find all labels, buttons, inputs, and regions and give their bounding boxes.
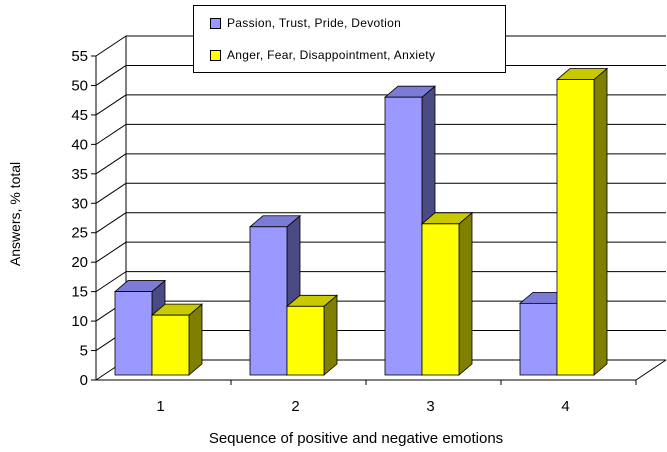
bar-s0-c0 [114, 291, 153, 376]
y-ticks: 0 5 10 15 20 25 30 35 40 45 50 55 [71, 48, 96, 389]
side-wall-line [95, 182, 127, 204]
y-tick-label: 0 [80, 372, 88, 389]
x-tick-label: 3 [426, 398, 434, 415]
y-tick-label: 40 [71, 136, 88, 153]
y-tick-label: 30 [71, 195, 88, 212]
legend-label-negative: Anger, Fear, Disappointment, Anxiety [227, 48, 436, 62]
floor-right-edge [635, 359, 667, 381]
y-axis-label: Answers, % total [7, 162, 23, 266]
side-wall-line [95, 212, 127, 234]
bar-s0-c1 [249, 226, 288, 376]
bar-side-s1-c1 [323, 294, 338, 376]
side-wall-line [95, 94, 127, 116]
x-ticks: 1 2 3 4 [156, 380, 637, 415]
x-tick-label: 4 [561, 398, 569, 415]
legend-swatch-positive [210, 17, 221, 29]
bar-s1-c3 [556, 79, 595, 376]
legend: Passion, Trust, Pride, Devotion Anger, F… [193, 5, 506, 73]
side-wall-line [95, 153, 127, 175]
legend-label-positive: Passion, Trust, Pride, Devotion [227, 16, 402, 30]
bar-s1-c0 [151, 314, 190, 376]
y-tick-label: 20 [71, 254, 88, 271]
y-tick-label: 45 [71, 107, 88, 124]
y-tick-label: 50 [71, 77, 88, 94]
y-tick-label: 5 [80, 343, 88, 360]
y-tick-label: 15 [71, 284, 88, 301]
legend-item-positive: Passion, Trust, Pride, Devotion [210, 15, 401, 31]
y-tick-label: 55 [71, 48, 88, 65]
legend-swatch-negative [210, 49, 221, 61]
bar-s1-c1 [286, 305, 325, 376]
x-tick-label: 1 [156, 398, 164, 415]
y-tick-label: 35 [71, 166, 88, 183]
bar-side-s1-c2 [458, 211, 473, 376]
x-tick-label: 2 [291, 398, 299, 415]
bar-side-s1-c3 [593, 67, 608, 376]
side-wall-line [95, 65, 127, 86]
side-wall-line [95, 35, 127, 57]
bars [113, 67, 609, 376]
side-wall-line [95, 123, 127, 145]
legend-item-negative: Anger, Fear, Disappointment, Anxiety [210, 47, 435, 63]
side-wall-line [95, 241, 127, 263]
bar-side-s1-c0 [188, 303, 203, 376]
bar-s0-c3 [519, 302, 558, 376]
y-tick-label: 10 [71, 313, 88, 330]
side-wall-line [95, 271, 127, 293]
bar-s1-c2 [421, 223, 460, 376]
y-tick-label: 25 [71, 225, 88, 242]
bar-s0-c2 [384, 96, 423, 376]
x-axis-label: Sequence of positive and negative emotio… [209, 430, 503, 447]
